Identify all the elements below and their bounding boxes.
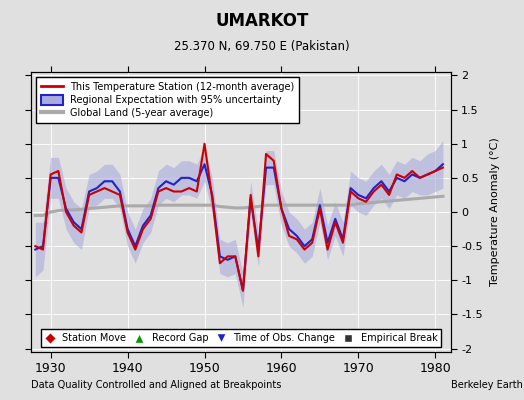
Text: Berkeley Earth: Berkeley Earth <box>451 380 522 390</box>
Text: Data Quality Controlled and Aligned at Breakpoints: Data Quality Controlled and Aligned at B… <box>31 380 282 390</box>
Y-axis label: Temperature Anomaly (°C): Temperature Anomaly (°C) <box>489 138 499 286</box>
Legend: Station Move, Record Gap, Time of Obs. Change, Empirical Break: Station Move, Record Gap, Time of Obs. C… <box>41 329 441 347</box>
Text: 25.370 N, 69.750 E (Pakistan): 25.370 N, 69.750 E (Pakistan) <box>174 40 350 53</box>
Text: UMARKOT: UMARKOT <box>215 12 309 30</box>
